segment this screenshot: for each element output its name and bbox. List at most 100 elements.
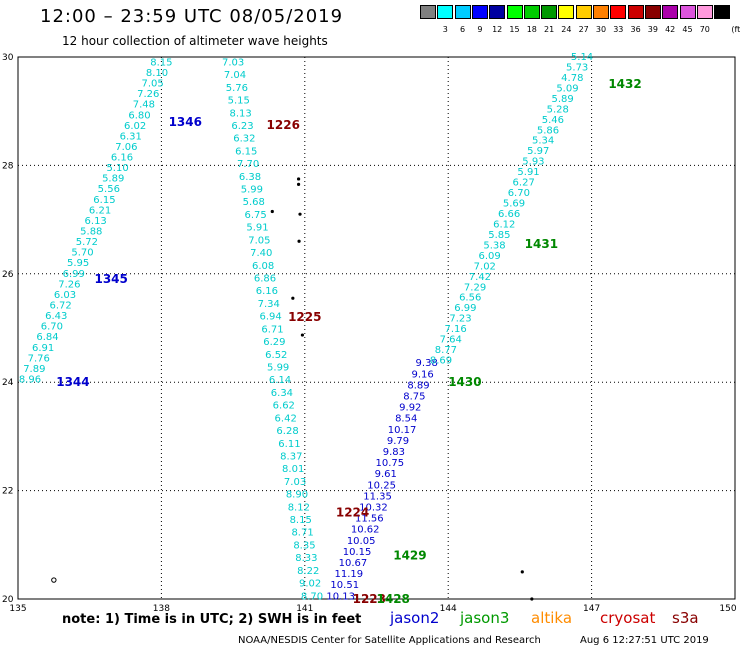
island-dot xyxy=(51,577,57,583)
wave-height-value: 10.15 xyxy=(343,547,372,558)
y-tick-label: 28 xyxy=(2,161,14,171)
wave-height-value: 6.14 xyxy=(269,375,291,386)
wave-height-value: 6.43 xyxy=(45,311,67,322)
page-title: 12:00 – 23:59 UTC 08/05/2019 xyxy=(40,6,344,27)
island-dot xyxy=(297,239,301,243)
legend-swatch xyxy=(506,5,523,19)
wave-height-value: 6.42 xyxy=(275,413,297,424)
satellite-cryosat: cryosat xyxy=(600,609,656,627)
wave-height-value: 7.48 xyxy=(133,100,155,111)
wave-height-value: 6.13 xyxy=(85,216,107,227)
satellite-altika: altika xyxy=(531,609,573,627)
legend-label: 18 xyxy=(526,25,537,34)
wave-height-value: 10.62 xyxy=(351,525,380,536)
wave-height-value: 5.15 xyxy=(228,96,250,107)
legend-swatch xyxy=(714,5,731,19)
wave-height-value: 8.69 xyxy=(430,356,452,367)
wave-height-value: 8.10 xyxy=(146,68,168,79)
legend-label: 27 xyxy=(578,25,589,34)
wave-height-value: 6.34 xyxy=(271,388,293,399)
wave-height-value: 5.93 xyxy=(522,157,544,168)
legend-label: 45 xyxy=(682,25,693,34)
track-t4: 8.698.777.647.167.236.996.567.297.427.02… xyxy=(430,52,593,367)
wave-height-value: 10.51 xyxy=(330,580,359,591)
wave-height-value: 5.85 xyxy=(488,230,510,241)
wave-height-value: 7.42 xyxy=(469,272,491,283)
wave-height-value: 9.02 xyxy=(299,579,321,590)
generated-timestamp: Aug 6 12:27:51 UTC 2019 xyxy=(580,635,709,646)
wave-height-value: 7.03 xyxy=(284,477,306,488)
wave-height-value: 6.15 xyxy=(93,195,115,206)
wave-height-value: 6.15 xyxy=(235,146,257,157)
wave-height-value: 5.14 xyxy=(571,52,593,63)
wave-height-value: 7.40 xyxy=(250,248,272,259)
wave-height-value: 5.91 xyxy=(517,167,539,178)
legend-label: 36 xyxy=(630,25,641,34)
wave-height-value: 6.80 xyxy=(128,110,150,121)
credit-text: NOAA/NESDIS Center for Satellite Applica… xyxy=(238,635,541,646)
pass-time-label: 1223 xyxy=(353,592,386,606)
wave-height-value: 7.16 xyxy=(444,324,466,335)
wave-height-value: 7.05 xyxy=(248,235,270,246)
wave-height-value: 6.27 xyxy=(513,178,535,189)
wave-height-value: 6.62 xyxy=(273,401,295,412)
wave-height-value: 5.09 xyxy=(556,83,578,94)
lat-lon-grid: 135 138 141 144 147 150 20 22 24 26 28 30 xyxy=(2,53,737,614)
wave-height-value: 7.29 xyxy=(464,282,486,293)
pass-time-label: 1345 xyxy=(94,272,127,286)
wave-height-value: 8.37 xyxy=(280,451,302,462)
wave-height-value: 6.91 xyxy=(32,343,54,354)
wave-height-value: 7.64 xyxy=(440,335,462,346)
legend-label: 39 xyxy=(647,25,658,34)
wave-height-value: 4.78 xyxy=(561,73,583,84)
legend-swatch xyxy=(471,5,488,19)
wave-height-value: 5.28 xyxy=(547,104,569,115)
wave-height-value: 8.22 xyxy=(297,566,319,577)
wave-height-value: 6.70 xyxy=(508,188,530,199)
wave-height-value: 5.34 xyxy=(532,136,554,147)
y-tick-label: 20 xyxy=(2,595,14,605)
legend-swatch xyxy=(558,5,575,19)
pass-time-label: 1430 xyxy=(448,375,481,389)
x-tick-label: 141 xyxy=(296,604,313,614)
legend-swatch xyxy=(593,5,609,19)
wave-height-value: 8.33 xyxy=(295,553,317,564)
wave-height-value: 9.61 xyxy=(375,469,397,480)
wave-height-value: 5.38 xyxy=(483,240,505,251)
wave-height-value: 6.21 xyxy=(89,205,111,216)
wave-height-value: 6.52 xyxy=(265,350,287,361)
wave-height-value: 7.26 xyxy=(58,279,80,290)
island-dot xyxy=(296,182,301,186)
wave-height-value: 10.17 xyxy=(388,425,417,436)
wave-height-value: 8.71 xyxy=(291,528,313,539)
legend-label: 15 xyxy=(509,25,520,34)
wave-height-value: 7.26 xyxy=(137,89,159,100)
legend-label: 30 xyxy=(595,25,607,34)
wave-height-value: 7.34 xyxy=(258,299,280,310)
wave-height-value: 7.04 xyxy=(224,70,246,81)
pass-time-label: 1344 xyxy=(56,375,89,389)
pass-time-label: 1226 xyxy=(267,118,300,132)
wave-height-value: 6.70 xyxy=(41,322,63,333)
satellite-s3a: s3a xyxy=(672,609,699,627)
wave-height-value: 5.89 xyxy=(551,94,573,105)
wave-height-value: 5.86 xyxy=(537,125,559,136)
wave-height-value: 5.89 xyxy=(102,174,124,185)
wave-height-value: 6.09 xyxy=(479,251,501,262)
wave-height-value: 6.86 xyxy=(254,274,276,285)
wave-height-value: 5.99 xyxy=(241,185,263,196)
island-dot xyxy=(291,296,295,300)
pass-time-label: 1225 xyxy=(288,310,321,324)
satellite-jason2: jason2 xyxy=(390,609,440,627)
page-subtitle: 12 hour collection of altimeter wave hei… xyxy=(62,34,328,48)
island-dot xyxy=(530,597,534,601)
wave-height-value: 5.99 xyxy=(267,362,289,373)
island-dot xyxy=(300,333,305,337)
wave-height-value: 10.25 xyxy=(367,480,396,491)
y-tick-label: 22 xyxy=(2,487,13,497)
wave-height-value: 5.69 xyxy=(503,199,525,210)
wave-height-value: 9.16 xyxy=(411,369,433,380)
island-dot xyxy=(296,177,301,181)
wave-height-value: 7.76 xyxy=(28,353,50,364)
